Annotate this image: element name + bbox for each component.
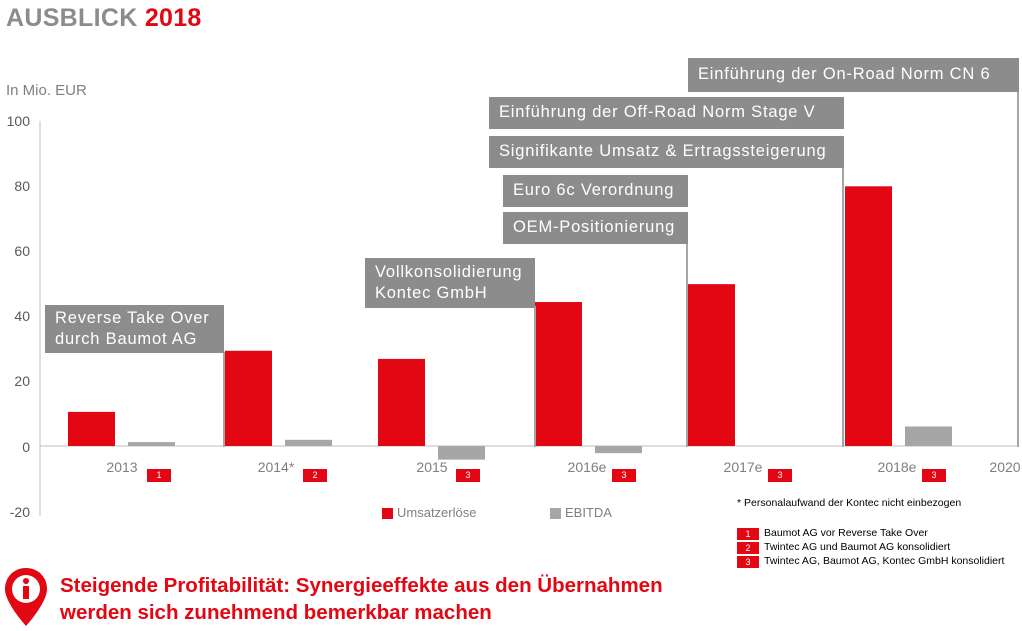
note-text: Twintec AG und Baumot AG konsolidiert [764, 541, 951, 553]
callout-vollkonsolidierung: Vollkonsolidierung Kontec GmbH [365, 258, 535, 308]
footer-statement: Steigende Profitabilität: Synergieeffekt… [60, 572, 663, 626]
callout-line: Kontec GmbH [375, 284, 488, 302]
ebitda-bar-2013 [128, 442, 175, 446]
legend-label-revenue: Umsatzerlöse [397, 505, 477, 520]
category-badge: 2 [303, 469, 327, 482]
callout-reverse-take-over: Reverse Take Over durch Baumot AG [45, 305, 224, 353]
category-badge: 1 [147, 469, 171, 482]
callout-line: durch Baumot AG [55, 330, 198, 348]
legend-label-ebitda: EBITDA [565, 505, 612, 520]
asterisk: * [737, 497, 742, 509]
y-tick-label: -20 [9, 504, 30, 520]
callout-cn6: Einführung der On-Road Norm CN 6 [688, 58, 1019, 92]
legend-swatch-ebitda [550, 508, 561, 519]
personnel-note: * Personalaufwand der Kontec nicht einbe… [737, 497, 961, 509]
x-tick-label: 2018e [877, 459, 917, 475]
callout-line: Signifikante Umsatz & Ertragssteigerung [499, 142, 827, 160]
x-tick-label: 2013 [106, 459, 138, 475]
note-badge: 1 [737, 528, 759, 540]
note-text: Baumot AG vor Reverse Take Over [764, 527, 928, 539]
callout-connector [842, 166, 844, 447]
revenue-bar-2016e [535, 302, 582, 446]
category-badge: 3 [922, 469, 946, 482]
x-tick-label: 2014* [257, 459, 295, 475]
note-badge: 2 [737, 542, 759, 554]
callout-connector [686, 243, 688, 447]
y-tick-label: 40 [14, 308, 30, 324]
footer-line-2: werden sich zunehmend bemerkbar machen [60, 601, 492, 624]
callout-line: Vollkonsolidierung [375, 263, 523, 281]
callout-line: Reverse Take Over [55, 309, 210, 327]
category-badge: 3 [768, 469, 792, 482]
page-title: AUSBLICK 2018 [6, 4, 202, 33]
revenue-bar-2014* [225, 350, 272, 446]
callout-connector [223, 352, 225, 447]
note-badge: 3 [737, 556, 759, 568]
ebitda-bar-2014* [285, 439, 332, 446]
unit-label: In Mio. EUR [6, 82, 87, 99]
ebitda-bar-2015 [438, 446, 485, 460]
revenue-bar-2013 [68, 411, 115, 446]
x-tick-label: 2017e [723, 459, 763, 475]
category-badge: 3 [456, 469, 480, 482]
callout-line: Euro 6c Verordnung [513, 181, 675, 199]
personnel-note-text: Personalaufwand der Kontec nicht einbezo… [744, 497, 962, 509]
callout-euro-6c: Euro 6c Verordnung [503, 175, 688, 207]
callout-connector [1017, 91, 1019, 447]
note-text: Twintec AG, Baumot AG, Kontec GmbH konso… [764, 555, 1005, 567]
callout-umsatzsteigerung: Signifikante Umsatz & Ertragssteigerung [489, 136, 844, 168]
x-tick-label: 2015 [416, 459, 448, 475]
title-year: 2018 [144, 4, 202, 32]
footer-line-1: Steigende Profitabilität: Synergieeffekt… [60, 574, 663, 597]
callout-line: Einführung der Off-Road Norm Stage V [499, 103, 816, 121]
callout-stage-v: Einführung der Off-Road Norm Stage V [489, 97, 844, 129]
y-tick-label: 80 [14, 178, 30, 194]
y-tick-label: 0 [22, 439, 30, 455]
callout-line: OEM-Positionierung [513, 218, 676, 236]
category-badge: 3 [612, 469, 636, 482]
y-tick-label: 60 [14, 243, 30, 259]
revenue-bar-2017e [688, 284, 735, 446]
revenue-bar-2018e [845, 186, 892, 446]
ebitda-bar-2018e [905, 426, 952, 446]
y-tick-label: 100 [6, 113, 30, 129]
ebitda-bar-2016e [595, 446, 642, 454]
x-tick-label: 2020 [989, 459, 1021, 475]
x-tick-label: 2016e [567, 459, 607, 475]
revenue-bar-2015 [378, 358, 425, 446]
legend-swatch-revenue [382, 508, 393, 519]
info-icon [5, 568, 47, 626]
title-prefix: AUSBLICK [6, 4, 138, 32]
callout-line: Einführung der On-Road Norm CN 6 [698, 65, 991, 83]
y-tick-label: 20 [14, 373, 30, 389]
callout-connector [534, 306, 536, 447]
callout-oem-positionierung: OEM-Positionierung [503, 212, 688, 244]
